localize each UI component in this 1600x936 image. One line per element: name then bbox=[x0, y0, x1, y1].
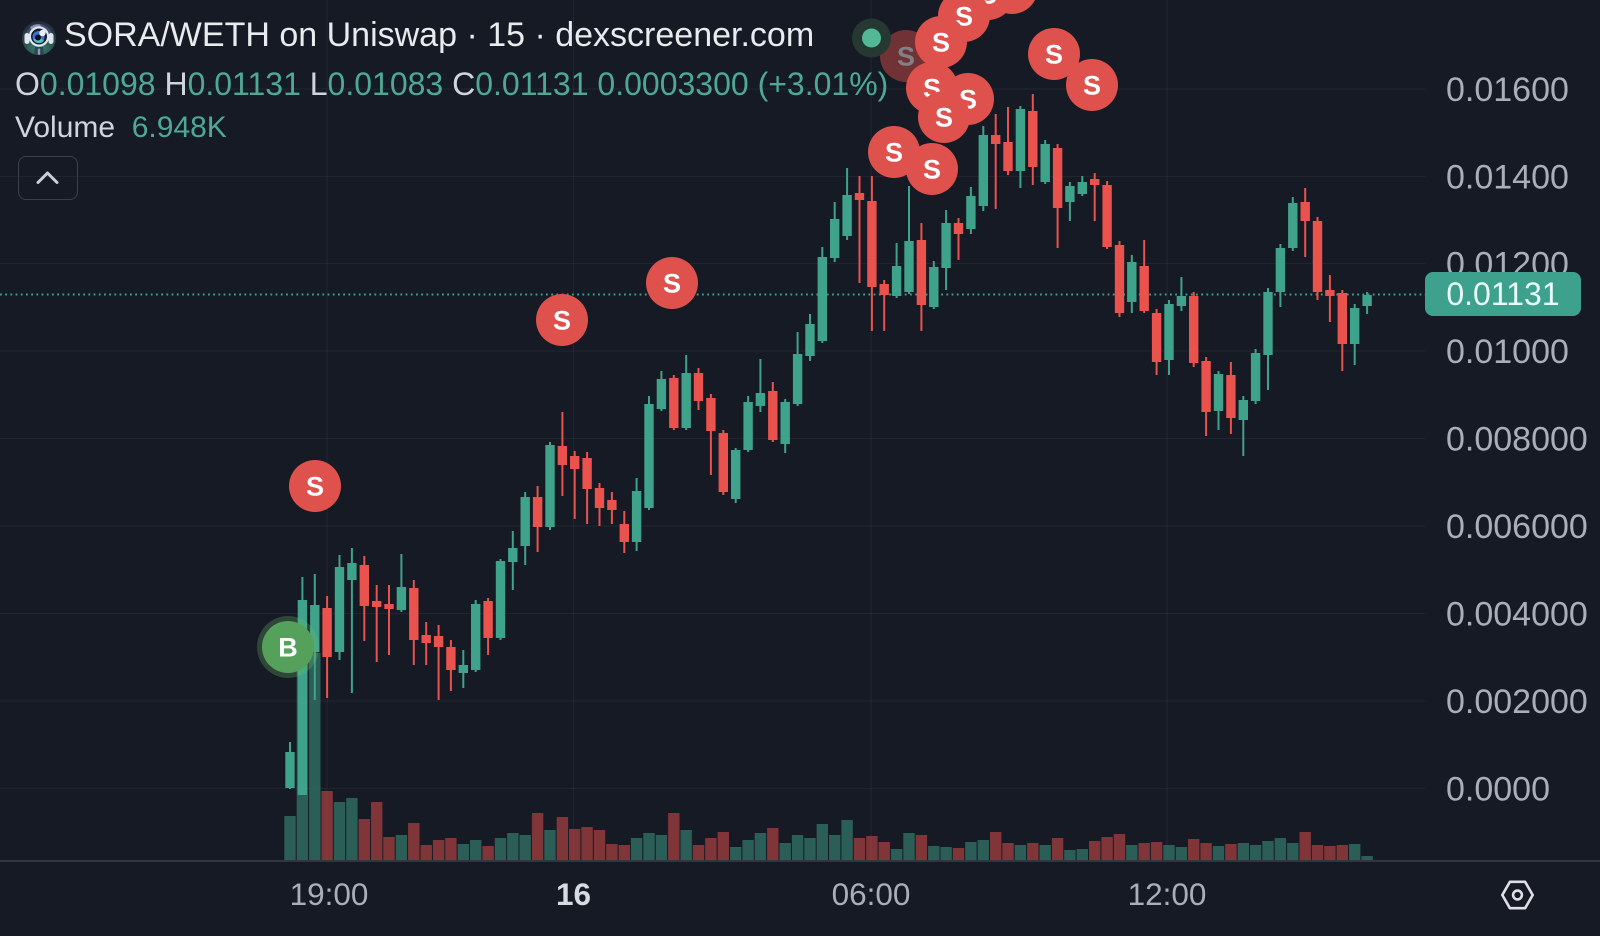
svg-text:0.01131: 0.01131 bbox=[1446, 276, 1559, 312]
svg-text:16: 16 bbox=[556, 876, 591, 912]
svg-text:0.004000: 0.004000 bbox=[1446, 596, 1588, 634]
svg-text:B: B bbox=[278, 633, 298, 663]
svg-text:0.01400: 0.01400 bbox=[1446, 159, 1569, 197]
svg-text:S: S bbox=[663, 269, 681, 299]
svg-text:S: S bbox=[897, 42, 915, 72]
svg-text:S: S bbox=[935, 103, 953, 133]
svg-text:0.006000: 0.006000 bbox=[1446, 508, 1588, 546]
svg-text:19:00: 19:00 bbox=[290, 876, 369, 912]
svg-text:S: S bbox=[885, 138, 903, 168]
svg-text:0.002000: 0.002000 bbox=[1446, 683, 1588, 721]
svg-text:S: S bbox=[979, 0, 997, 10]
svg-text:S: S bbox=[1083, 71, 1101, 101]
svg-text:S: S bbox=[932, 28, 950, 58]
svg-text:0.01600: 0.01600 bbox=[1446, 71, 1569, 109]
svg-text:0.0000: 0.0000 bbox=[1446, 771, 1550, 809]
svg-text:12:00: 12:00 bbox=[1128, 876, 1207, 912]
svg-text:S: S bbox=[553, 306, 571, 336]
svg-text:S: S bbox=[1045, 40, 1063, 70]
svg-text:S: S bbox=[306, 472, 324, 502]
svg-text:0.008000: 0.008000 bbox=[1446, 421, 1588, 459]
svg-text:0.01000: 0.01000 bbox=[1446, 333, 1569, 371]
svg-text:06:00: 06:00 bbox=[832, 876, 911, 912]
svg-text:S: S bbox=[923, 155, 941, 185]
